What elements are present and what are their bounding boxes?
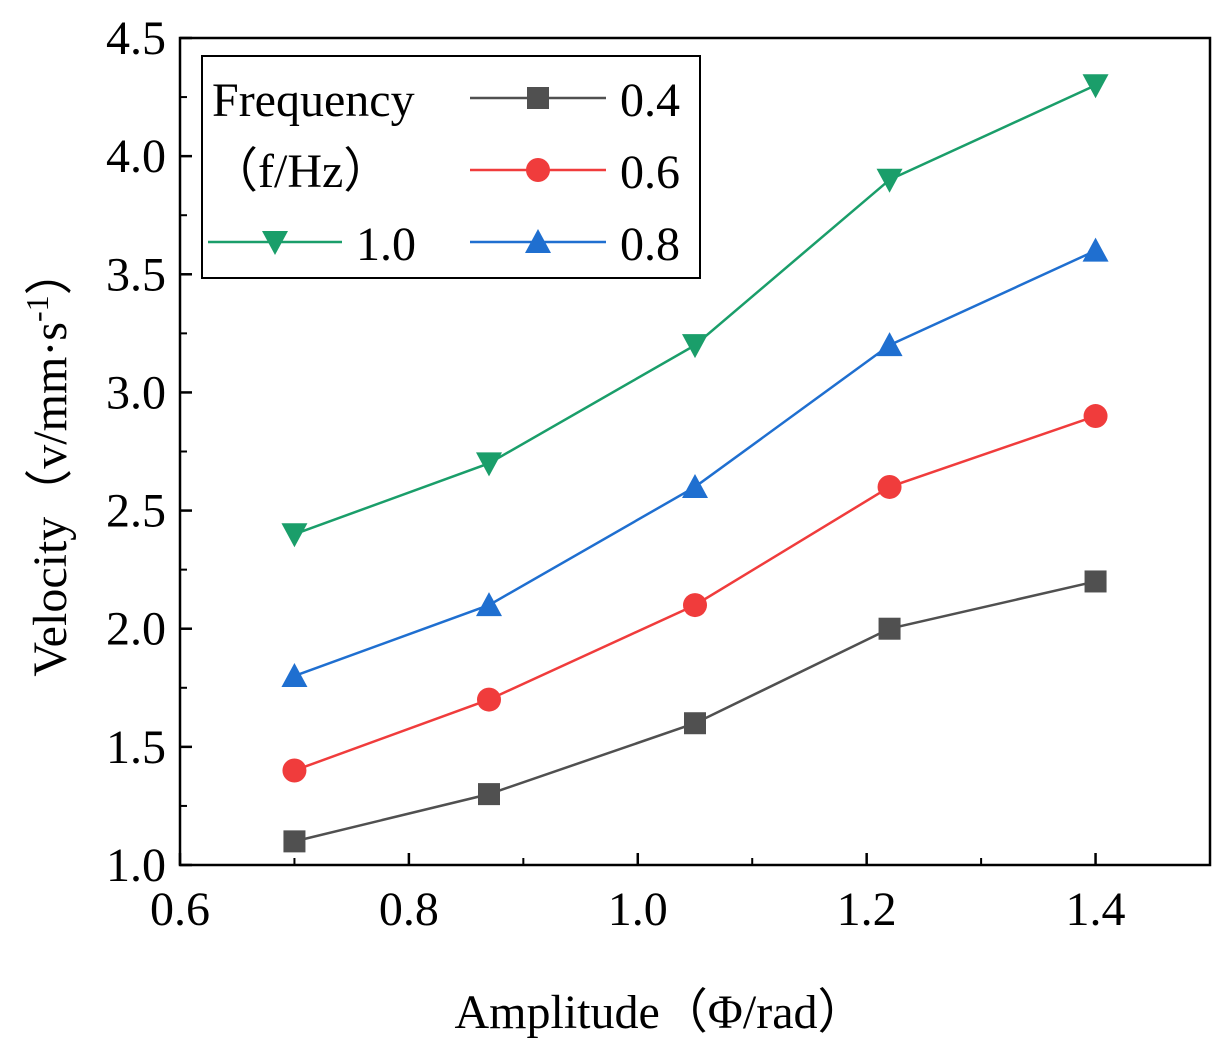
data-point-0.6 [282,758,307,783]
x-tick-label: 1.0 [608,883,668,936]
data-point-1.0 [682,334,708,359]
legend-marker [262,231,288,255]
series-0.4 [283,570,1107,853]
data-point-1.0 [876,168,903,193]
legend-label: 0.6 [620,146,680,199]
series-0.6 [282,404,1108,783]
legend-entry-0.6: 0.6 [470,146,680,199]
data-point-0.8 [1082,237,1109,262]
x-tick-label: 1.2 [837,883,897,936]
data-point-1.0 [1082,74,1109,99]
y-tick-label: 4.5 [106,12,166,65]
x-tick-label: 0.6 [150,883,210,936]
axis-tick-labels: 0.6 0.8 1.0 1.2 1.4 1.0 1.5 2.0 2.5 3.0 3.5 4.0 4.5 [106,12,1126,936]
series-layer [281,74,1109,853]
data-point-0.4 [878,617,901,640]
data-point-0.8 [281,662,308,687]
legend-entries: 0.4 0.6 0.8 1.0 [208,74,680,271]
series-line-0.4 [294,580,1096,843]
data-point-0.4 [684,712,706,735]
legend: Frequency （f/Hz） 0.4 0.6 0.8 1.0 [201,55,701,279]
data-point-0.4 [478,783,500,806]
legend-title-line1: Frequency [212,74,415,127]
legend-entry-1.0: 1.0 [208,218,416,271]
legend-marker [526,158,550,182]
data-point-0.8 [476,592,502,617]
legend-title-line2: （f/Hz） [210,145,391,198]
y-tick-label: 4.0 [106,130,166,183]
x-tick-label: 1.4 [1066,883,1126,936]
legend-entry-0.4: 0.4 [470,74,680,127]
y-tick-label: 3.0 [106,366,166,419]
legend-entry-0.8: 0.8 [470,218,680,271]
y-tick-label: 1.0 [106,839,166,892]
legend-label: 1.0 [356,218,416,271]
legend-marker [527,87,549,109]
series-1.0 [281,74,1109,548]
data-point-0.8 [876,332,903,357]
y-axis-title-close: ） [24,247,77,295]
data-point-0.6 [877,474,902,499]
x-tick-label: 0.8 [379,883,439,936]
y-tick-label: 2.0 [106,603,166,656]
data-point-0.8 [682,473,708,498]
data-point-0.6 [683,593,707,618]
legend-label: 0.4 [620,74,680,127]
y-axis-title-superscript: -1 [19,295,55,322]
data-point-0.6 [1083,404,1108,429]
legend-label: 0.8 [620,218,680,271]
data-point-0.6 [477,687,501,712]
y-tick-label: 1.5 [106,721,166,774]
legend-marker [525,229,551,253]
data-point-0.4 [283,830,306,853]
data-point-1.0 [281,523,308,548]
data-point-0.4 [1084,570,1107,593]
data-point-1.0 [476,452,502,477]
series-0.8 [281,237,1109,687]
y-axis-title-main: Velocity（v/mm·s [24,322,77,677]
y-tick-label: 2.5 [106,485,166,538]
axis-ticks [178,36,1211,867]
y-tick-label: 3.5 [106,248,166,301]
y-axis-title: Velocity（v/mm·s-1） [19,247,77,676]
x-axis-title: Amplitude（Φ/rad） [454,986,865,1039]
